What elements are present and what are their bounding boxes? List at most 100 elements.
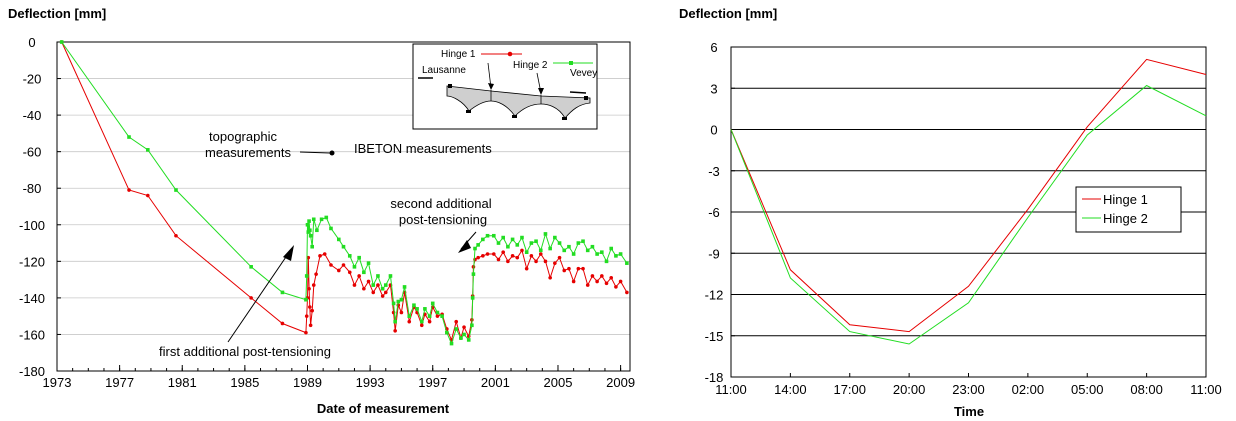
hinge2-point [309,234,313,238]
annotation-leader-line [300,152,330,153]
hinge1-point [486,252,490,256]
hinge1-point [595,280,599,284]
annotation-marker [330,151,335,156]
hinge1-point [600,274,604,278]
hinge1-point [501,250,505,254]
hinge2-point [471,296,475,300]
right-y-tick-label: -15 [705,329,724,344]
right-y-tick-label: -9 [708,246,720,261]
hinge2-point [249,265,253,269]
inset-hinge1-marker [508,52,513,57]
annotation-second-additional: second additional [390,196,491,211]
hinge2-point [348,254,352,258]
left-y-tick-label: -40 [23,108,42,123]
right-x-tick-label: 11:00 [715,382,747,397]
hinge1-point [348,271,352,275]
left-y-tick-label: -60 [23,145,42,160]
hinge1-point [553,261,557,265]
hinge2-point [577,241,581,245]
hinge2-point [306,223,310,227]
hinge1-point [591,274,595,278]
hinge1-point [310,309,314,313]
hinge1-point [400,311,404,315]
hinge2-point [501,236,505,240]
right-chart: Deflection [mm] 630-3-6-9-12-15-18 11:00… [679,6,1222,419]
hinge1-point [353,283,357,287]
hinge1-point [481,254,485,258]
hinge1-point [515,256,519,260]
hinge1-point [497,258,501,262]
hinge2-point [605,260,609,264]
left-x-tick-label: 1981 [168,375,197,390]
hinge1-point [436,314,440,318]
hinge2-point [307,219,311,223]
left-x-tick-label: 2005 [544,375,573,390]
right-x-tick-label: 23:00 [952,382,985,397]
hinge2-point [572,252,576,256]
hinge1-point [625,291,629,295]
hinge1-point [127,188,131,192]
hinge1-point [329,263,333,267]
hinge1-point [305,314,309,318]
hinge1-point [362,287,366,291]
hinge1-point [371,291,375,295]
left-y-tick-label: -20 [23,72,42,87]
hinge2-point [428,314,432,318]
hinge2-point [367,261,371,265]
left-y-axis-title: Deflection [mm] [8,6,106,21]
hinge2-point [614,254,618,258]
hinge2-point [591,245,595,249]
right-x-axis-title: Time [954,404,984,419]
hinge2-point [445,331,449,335]
left-y-tick-label: 0 [28,35,35,50]
hinge2-point [315,228,319,232]
hinge2-point [600,250,604,254]
left-y-tick-label: -180 [19,364,45,379]
legend-hinge1-label: Hinge 1 [1103,192,1148,207]
left-x-tick-label: 2009 [606,375,635,390]
hinge1-point [462,325,466,329]
hinge2-point [553,236,557,240]
hinge1-point [367,280,371,284]
hinge2-point [544,232,548,236]
hinge1-point [572,280,576,284]
hinge2-point [310,245,314,249]
hinge2-point [423,307,427,311]
hinge2-point [403,285,407,289]
hinge2-point [525,250,529,254]
hinge1-point [281,322,285,326]
hinge2-point [127,135,131,139]
inset-abutment-right [584,96,588,100]
hinge2-point [450,342,454,346]
left-x-tick-label: 2001 [481,375,510,390]
hinge2-point [462,333,466,337]
annotation-topographic-measurements: measurements [205,145,291,160]
hinge2-point [454,327,458,331]
hinge2-point [436,311,440,315]
hinge2-point [548,247,552,251]
hinge2-point [362,271,366,275]
hinge2-point [595,252,599,256]
hinge2-point [539,249,543,253]
hinge2-point [396,300,400,304]
left-y-tick-label: -100 [19,218,45,233]
hinge2-point [619,252,623,256]
legend-hinge2-label: Hinge 2 [1103,211,1148,226]
hinge2-point [146,148,150,152]
hinge1-point [381,294,385,298]
hinge1-point [376,283,380,287]
arrow-second-head [458,240,471,253]
hinge2-point [581,239,585,243]
left-x-tick-label: 1985 [230,375,259,390]
hinge2-point [506,245,510,249]
hinge1-point [314,272,318,276]
hinge2-point [470,324,474,328]
hinge2-point [459,336,463,340]
right-x-tick-label: 14:00 [774,382,807,397]
hinge2-point [353,265,357,269]
left-y-tick-label: -160 [19,327,45,342]
left-x-tick-label: 1973 [43,375,72,390]
hinge2-point [481,238,485,242]
hinge2-point [473,247,477,251]
